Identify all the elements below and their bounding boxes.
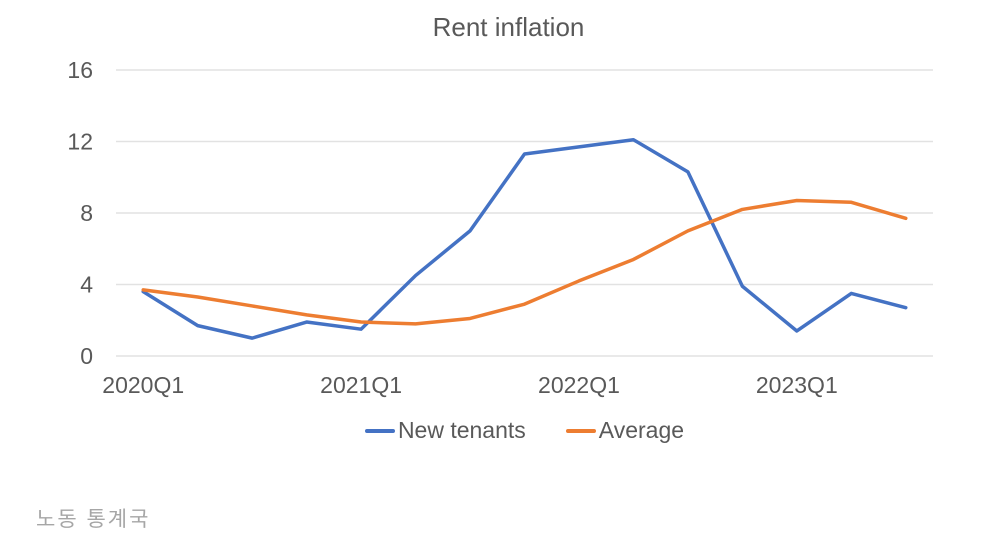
chart-title: Rent inflation (432, 12, 585, 42)
y-tick-label-8: 8 (80, 200, 93, 226)
x-tick-label-2022Q1: 2022Q1 (538, 372, 620, 398)
y-tick-label-4: 4 (80, 272, 93, 298)
legend-line-swatch-average (565, 428, 596, 433)
chart-legend: New tenants Average (116, 417, 933, 444)
source-note: 노동 통계국 (36, 508, 151, 531)
legend-label-new-tenants: New tenants (397, 417, 526, 443)
series-line-new-tenants (141, 137, 908, 340)
y-tick-label-12: 12 (67, 129, 93, 155)
y-tick-label-0: 0 (80, 343, 93, 369)
legend-label-average: Average (598, 417, 685, 443)
legend-item-new-tenants: New tenants (364, 417, 526, 444)
series-line-average (141, 198, 908, 326)
legend-item-average: Average (565, 417, 685, 444)
legend-line-swatch-new-tenants (364, 428, 395, 433)
y-tick-label-16: 16 (67, 57, 93, 83)
x-tick-label-2020Q1: 2020Q1 (102, 372, 184, 398)
x-tick-label-2023Q1: 2023Q1 (756, 372, 838, 398)
x-tick-label-2021Q1: 2021Q1 (320, 372, 402, 398)
